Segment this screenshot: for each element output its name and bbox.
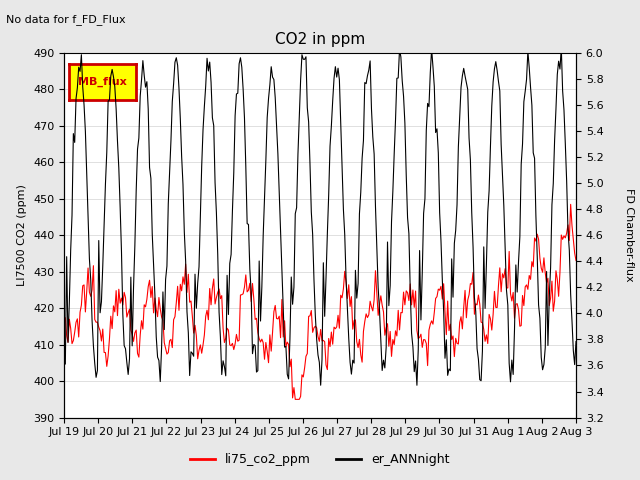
Y-axis label: FD Chamber-flux: FD Chamber-flux <box>625 188 634 282</box>
Legend: li75_co2_ppm, er_ANNnight: li75_co2_ppm, er_ANNnight <box>186 448 454 471</box>
Text: No data for f_FD_Flux: No data for f_FD_Flux <box>6 14 126 25</box>
Title: CO2 in ppm: CO2 in ppm <box>275 33 365 48</box>
Y-axis label: LI7500 CO2 (ppm): LI7500 CO2 (ppm) <box>17 184 28 286</box>
